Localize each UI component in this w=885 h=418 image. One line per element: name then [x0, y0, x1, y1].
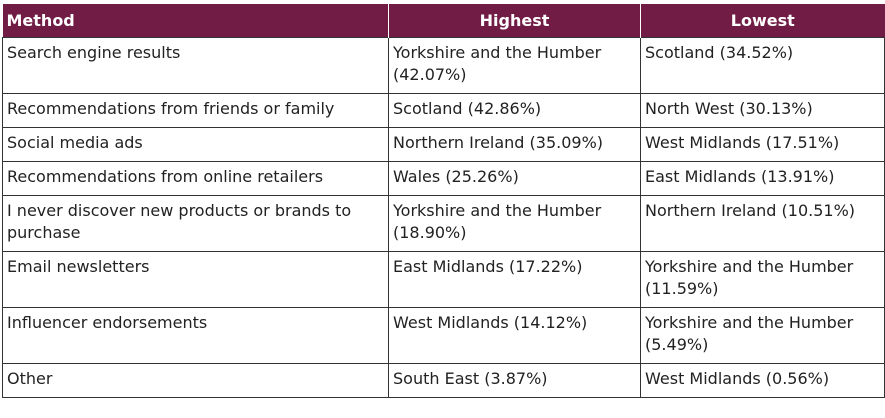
table-cell: Email newsletters	[2, 251, 389, 308]
table-row: Recommendations from friends or family Sc…	[2, 93, 885, 128]
table-row: Social media ads Northern Ireland (35.09%…	[2, 127, 885, 162]
header-cell: Lowest	[640, 4, 885, 38]
table-cell: Other	[2, 363, 389, 398]
table-row: Email newsletters East Midlands (17.22%) Y…	[2, 251, 885, 308]
table-header: Method Highest Lowest	[2, 4, 885, 38]
table-cell: Search engine results	[2, 37, 389, 94]
table-cell: Scotland (42.86%)	[388, 93, 641, 128]
table-cell: Influencer endorsements	[2, 307, 389, 364]
table-cell: Northern Ireland (35.09%)	[388, 127, 641, 162]
table-row: Other South East (3.87%) West Midlands (0.…	[2, 363, 885, 398]
table-cell: I never discover new products or brands …	[2, 195, 389, 252]
table-cell: South East (3.87%)	[388, 363, 641, 398]
table-row: Recommendations from online retailers Wal…	[2, 161, 885, 196]
header-cell: Highest	[388, 4, 641, 38]
table-cell: Scotland (34.52%)	[640, 37, 885, 94]
table-cell: Social media ads	[2, 127, 389, 162]
table-cell: Recommendations from friends or family	[2, 93, 389, 128]
table-cell: Northern Ireland (10.51%)	[640, 195, 885, 252]
table-cell: North West (30.13%)	[640, 93, 885, 128]
table-cell: Yorkshire and the Humber (42.07%)	[388, 37, 641, 94]
header-cell: Method	[2, 4, 389, 38]
table-cell: West Midlands (17.51%)	[640, 127, 885, 162]
table-cell: Yorkshire and the Humber (11.59%)	[640, 251, 885, 308]
table-cell: West Midlands (14.12%)	[388, 307, 641, 364]
table-cell: Recommendations from online retailers	[2, 161, 389, 196]
table: Method Highest Lowest Search engine resu…	[2, 4, 885, 398]
table-row: I never discover new products or brands …	[2, 195, 885, 252]
table-cell: Wales (25.26%)	[388, 161, 641, 196]
table-body: Search engine results Yorkshire and the H…	[2, 37, 885, 398]
header-row: Method Highest Lowest	[2, 4, 885, 38]
table-cell: East Midlands (13.91%)	[640, 161, 885, 196]
table-cell: East Midlands (17.22%)	[388, 251, 641, 308]
table-cell: West Midlands (0.56%)	[640, 363, 885, 398]
table-cell: Yorkshire and the Humber (5.49%)	[640, 307, 885, 364]
table-row: Search engine results Yorkshire and the H…	[2, 37, 885, 94]
table-row: Influencer endorsements West Midlands (14…	[2, 307, 885, 364]
table-cell: Yorkshire and the Humber (18.90%)	[388, 195, 641, 252]
